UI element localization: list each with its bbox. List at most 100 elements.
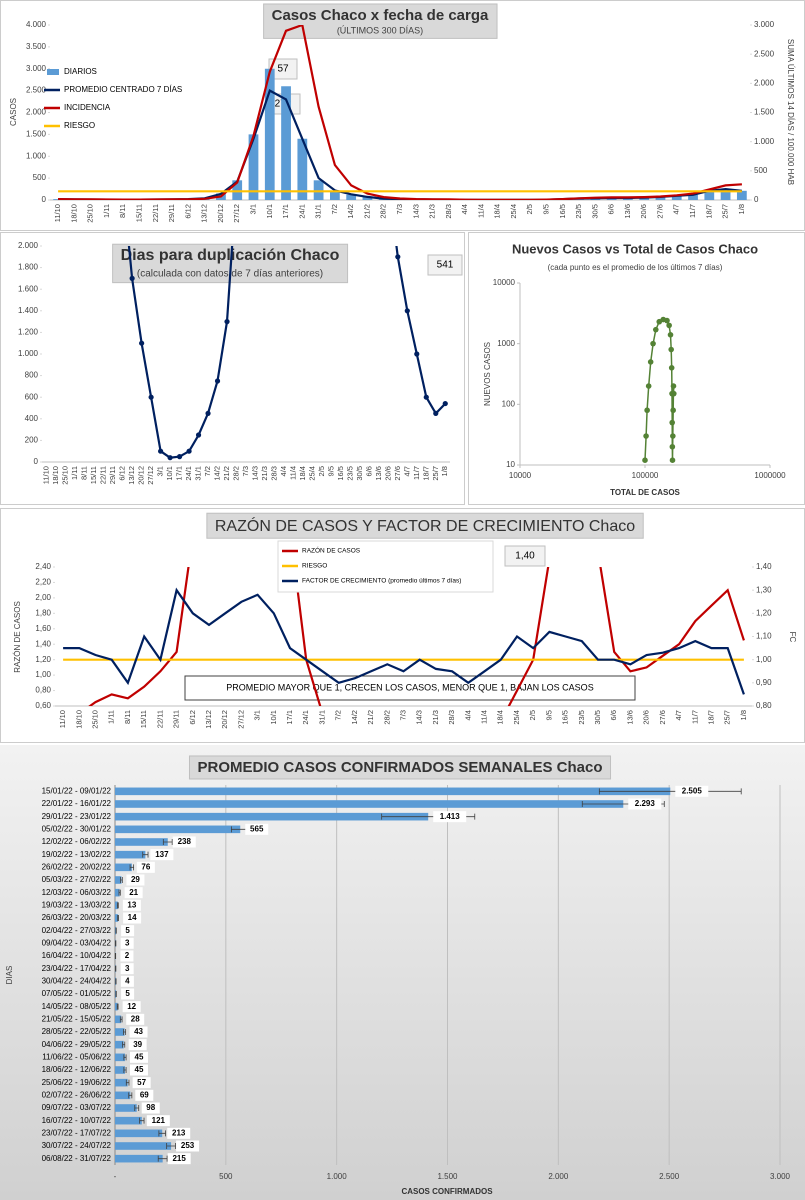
annotation: 57 bbox=[277, 64, 289, 75]
y-axis-label: CASOS bbox=[9, 98, 18, 126]
bar bbox=[115, 888, 120, 897]
x-tick-label: 7/3 bbox=[241, 466, 250, 476]
error-bar bbox=[123, 1054, 127, 1061]
value-label: 21 bbox=[129, 888, 138, 897]
y-tick-label: 800 bbox=[25, 371, 39, 380]
marker bbox=[214, 378, 221, 384]
value-label-bg bbox=[120, 937, 134, 949]
x-tick-label: 2.500 bbox=[659, 1172, 680, 1181]
x-tick-label: 15/11 bbox=[89, 466, 98, 484]
x-tick-label: 11/7 bbox=[690, 710, 699, 724]
x-tick-label: 13/12 bbox=[200, 204, 209, 223]
x-tick-label: 18/7 bbox=[706, 710, 715, 725]
y2-tick-label: 1,00 bbox=[756, 655, 772, 664]
y-tick-label: 23/04/22 - 17/04/22 bbox=[42, 964, 112, 973]
value-label: 3 bbox=[125, 938, 130, 947]
value-label: 121 bbox=[152, 1116, 166, 1125]
y-tick-label: 1.800 bbox=[18, 263, 39, 272]
value-label: 4 bbox=[125, 976, 130, 985]
point bbox=[644, 407, 650, 414]
x-tick-label: 25/4 bbox=[512, 710, 521, 725]
x-tick-label: 20/12 bbox=[137, 466, 146, 485]
title-box bbox=[263, 3, 498, 39]
bar bbox=[232, 180, 243, 200]
y-tick-label: 3.000 bbox=[26, 64, 47, 73]
value-label-bg bbox=[141, 1102, 160, 1114]
x-tick-label: 31/1 bbox=[194, 466, 203, 481]
error-bar bbox=[123, 1029, 127, 1035]
legend-label: FACTOR DE CRECIMIENTO (promedio últimos … bbox=[302, 578, 461, 585]
x-tick-label: 8/11 bbox=[118, 204, 127, 218]
error-bar bbox=[166, 1143, 176, 1149]
x-tick-label: 28/2 bbox=[382, 710, 391, 725]
x-tick-label: 9/5 bbox=[326, 466, 335, 476]
value-label-bg bbox=[245, 823, 269, 835]
y-tick-label: 3.500 bbox=[26, 42, 47, 51]
x-tick-label: 23/5 bbox=[577, 710, 586, 725]
x-tick-label: 21/3 bbox=[260, 466, 269, 481]
x-tick-label: 28/2 bbox=[379, 204, 388, 219]
y-tick-label: 30/07/22 - 24/07/22 bbox=[42, 1141, 112, 1150]
x-tick-label: 7/2 bbox=[330, 204, 339, 214]
value-label-bg bbox=[146, 1115, 170, 1127]
point bbox=[669, 419, 675, 426]
legend-box bbox=[277, 540, 494, 593]
y-tick-label: 16/04/22 - 10/04/22 bbox=[42, 951, 112, 960]
x-tick-label: 9/5 bbox=[544, 710, 553, 720]
x-tick-label: 21/2 bbox=[362, 204, 371, 219]
y2-tick-label: 1.500 bbox=[754, 108, 775, 117]
bar bbox=[115, 1015, 122, 1024]
bar bbox=[655, 196, 666, 200]
y-tick-label: 28/05/22 - 22/05/22 bbox=[42, 1027, 112, 1036]
plot-area bbox=[127, 246, 448, 461]
x-tick-label: 3/1 bbox=[156, 466, 165, 476]
error-bar bbox=[117, 902, 119, 909]
value-label: 2 bbox=[125, 951, 130, 960]
x-tick-label: 30/5 bbox=[590, 204, 599, 219]
x-tick-label: 28/3 bbox=[444, 204, 453, 219]
x-tick-label: 1/8 bbox=[737, 204, 746, 214]
bar bbox=[115, 1116, 142, 1125]
value-label: 137 bbox=[155, 850, 169, 859]
bar bbox=[115, 914, 119, 922]
x-tick-label: 11/4 bbox=[480, 710, 489, 724]
x-tick-label: 29/11 bbox=[167, 204, 176, 222]
point bbox=[667, 332, 674, 338]
bar bbox=[362, 196, 373, 200]
y2-tick-label: 1,10 bbox=[756, 632, 772, 641]
plot-area bbox=[63, 567, 745, 706]
value-label-bg bbox=[122, 899, 141, 911]
error-bar bbox=[117, 915, 119, 921]
error-bar bbox=[122, 1041, 126, 1048]
point bbox=[652, 326, 659, 333]
x-tick-label: 16/5 bbox=[336, 466, 345, 481]
x-tick-label: 21/2 bbox=[366, 710, 375, 725]
y-tick-label: 26/02/22 - 20/02/22 bbox=[42, 862, 112, 871]
error-bar bbox=[120, 877, 123, 883]
x-tick-label: 31/1 bbox=[314, 204, 323, 219]
x-tick-label: 20/6 bbox=[383, 466, 392, 481]
plot-area bbox=[642, 316, 677, 463]
x-tick-label: 1/11 bbox=[102, 204, 111, 218]
bar bbox=[115, 1154, 163, 1163]
x-tick-label: 17/1 bbox=[175, 466, 184, 481]
error-bar bbox=[129, 864, 135, 871]
value-label: 39 bbox=[133, 1040, 142, 1049]
y-tick-label: 2.000 bbox=[18, 241, 39, 250]
value-label-bg bbox=[120, 950, 134, 962]
bar bbox=[297, 138, 308, 200]
x-tick-label: 11/4 bbox=[476, 204, 485, 218]
y-tick-label: 19/02/22 - 13/02/22 bbox=[42, 850, 112, 859]
x-tick-label: 23/5 bbox=[345, 466, 354, 481]
x-tick-label: 18/7 bbox=[421, 466, 430, 481]
error-bar bbox=[157, 1155, 168, 1162]
y-tick-label: 1.400 bbox=[18, 306, 39, 315]
x-tick-label: 7/2 bbox=[334, 710, 343, 720]
x-tick-label: 25/10 bbox=[61, 466, 70, 485]
error-bar bbox=[162, 839, 173, 845]
bar bbox=[115, 1091, 131, 1100]
x-tick-label: 2/5 bbox=[525, 204, 534, 214]
value-label-bg bbox=[150, 849, 174, 861]
x-tick-label: 25/10 bbox=[86, 204, 95, 223]
value-label-bg bbox=[172, 836, 196, 848]
